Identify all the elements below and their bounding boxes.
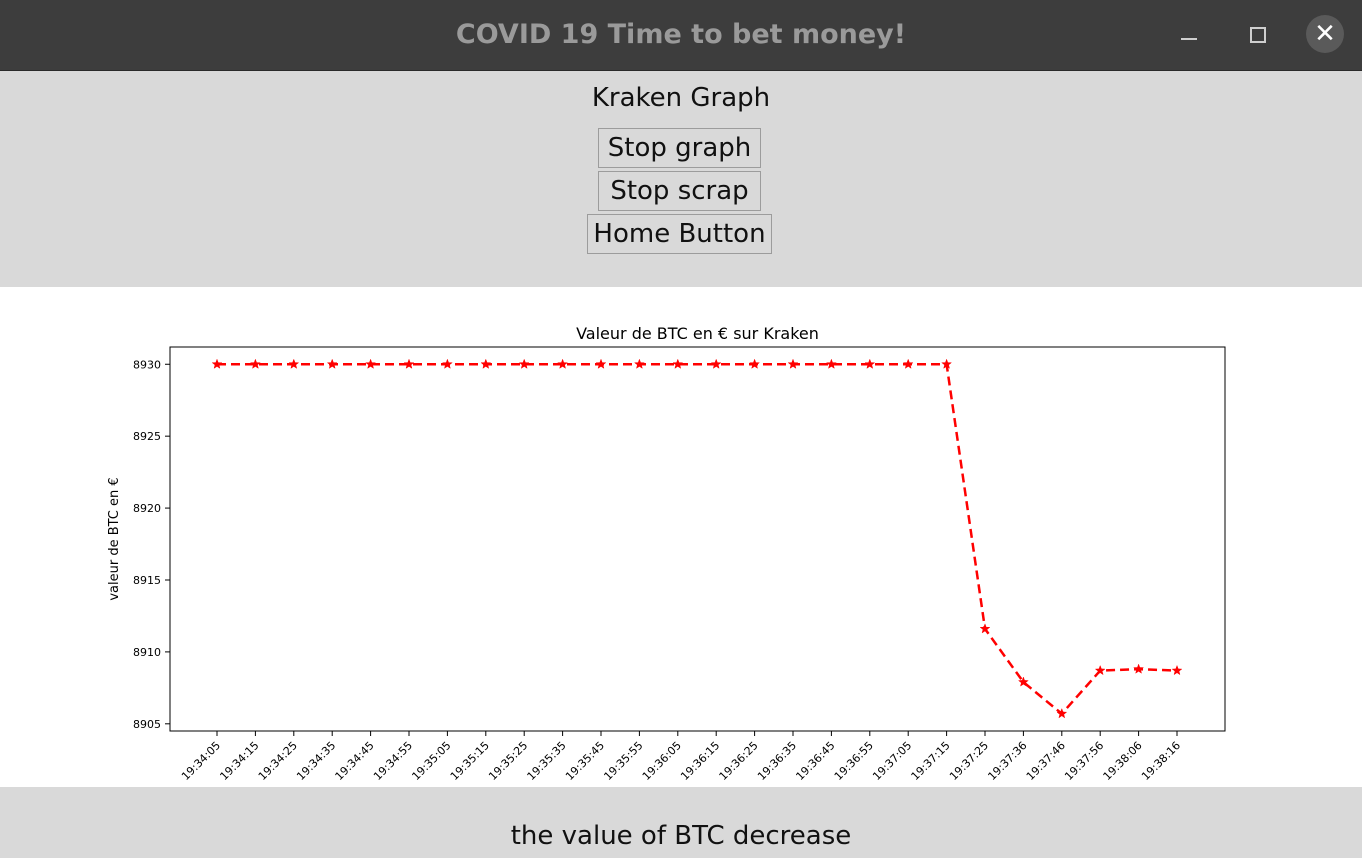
data-point	[595, 358, 607, 369]
data-point	[749, 358, 761, 369]
x-tick-label: 19:37:46	[1024, 739, 1068, 783]
chart-area: Valeur de BTC en € sur Kraken valeur de B…	[0, 287, 1362, 787]
data-point	[480, 358, 492, 369]
btc-price-chart: Valeur de BTC en € sur Kraken valeur de B…	[107, 324, 1226, 783]
x-tick-label: 19:34:35	[294, 739, 338, 783]
y-tick-label: 8915	[133, 574, 161, 587]
x-tick-label: 19:37:05	[870, 739, 914, 783]
data-point	[633, 358, 645, 369]
close-icon[interactable]: ✕	[1306, 15, 1344, 53]
status-panel: the value of BTC decrease	[0, 787, 1362, 858]
y-axis-label: valeur de BTC en €	[107, 477, 122, 600]
minimize-icon[interactable]	[1172, 24, 1206, 48]
title-bar: COVID 19 Time to bet money! ✕	[0, 0, 1362, 71]
data-point	[787, 358, 799, 369]
data-point	[441, 358, 453, 369]
y-tick-label: 8930	[133, 358, 161, 371]
plot-frame	[169, 346, 1226, 732]
window-title: COVID 19 Time to bet money!	[455, 19, 907, 50]
x-tick-label: 19:34:45	[333, 739, 377, 783]
y-tick-label: 8910	[133, 646, 161, 659]
x-tick-label: 19:35:15	[448, 739, 492, 783]
x-tick-label: 19:38:16	[1139, 739, 1183, 783]
data-point	[672, 358, 684, 369]
data-point	[864, 358, 876, 369]
x-tick-label: 19:35:35	[525, 739, 569, 783]
data-point	[1171, 664, 1183, 676]
data-point	[1133, 663, 1145, 674]
data-point	[518, 358, 530, 369]
page-title: Kraken Graph	[591, 83, 771, 113]
x-tick-label: 19:37:25	[947, 739, 991, 783]
x-tick-label: 19:36:45	[793, 739, 837, 783]
data-point	[403, 358, 415, 369]
x-tick-label: 19:35:45	[563, 739, 607, 783]
chart-title: Valeur de BTC en € sur Kraken	[576, 324, 819, 343]
data-point	[979, 623, 991, 634]
data-point	[1017, 676, 1029, 687]
status-message: the value of BTC decrease	[510, 821, 852, 851]
x-tick-label: 19:36:15	[678, 739, 722, 783]
data-point	[941, 358, 953, 369]
x-tick-label: 19:38:06	[1101, 739, 1145, 783]
data-point	[825, 358, 837, 369]
series-line	[217, 363, 1178, 716]
x-tick-label: 19:37:56	[1062, 739, 1106, 783]
data-point	[1056, 707, 1068, 719]
data-point	[326, 358, 338, 369]
maximize-icon[interactable]	[1240, 18, 1274, 52]
home-button[interactable]: Home Button	[587, 214, 772, 254]
data-point	[557, 358, 569, 369]
data-point	[249, 358, 261, 369]
x-tick-label: 19:34:25	[256, 739, 300, 783]
x-tick-label: 19:34:55	[371, 739, 415, 783]
x-tick-label: 19:37:15	[909, 739, 953, 783]
x-tick-label: 19:36:55	[832, 739, 876, 783]
data-point	[1094, 664, 1106, 676]
x-tick-label: 19:35:05	[409, 739, 453, 783]
control-panel: Kraken Graph Stop graph Stop scrap Home …	[0, 71, 1362, 287]
x-tick-label: 19:34:15	[217, 739, 261, 783]
data-point	[211, 358, 223, 369]
data-point	[710, 358, 722, 369]
x-tick-label: 19:35:25	[486, 739, 530, 783]
x-tick-label: 19:37:36	[985, 739, 1029, 783]
data-point	[288, 358, 300, 369]
x-tick-label: 19:36:25	[717, 739, 761, 783]
data-point	[365, 358, 377, 369]
x-tick-label: 19:36:35	[755, 739, 799, 783]
x-tick-label: 19:34:05	[179, 739, 223, 783]
y-tick-label: 8925	[133, 430, 161, 443]
x-tick-label: 19:35:55	[601, 739, 645, 783]
data-point	[902, 358, 914, 369]
stop-scrap-button[interactable]: Stop scrap	[598, 171, 761, 211]
y-tick-label: 8905	[133, 718, 161, 731]
x-tick-label: 19:36:05	[640, 739, 684, 783]
stop-graph-button[interactable]: Stop graph	[598, 128, 761, 168]
y-tick-label: 8920	[133, 502, 161, 515]
